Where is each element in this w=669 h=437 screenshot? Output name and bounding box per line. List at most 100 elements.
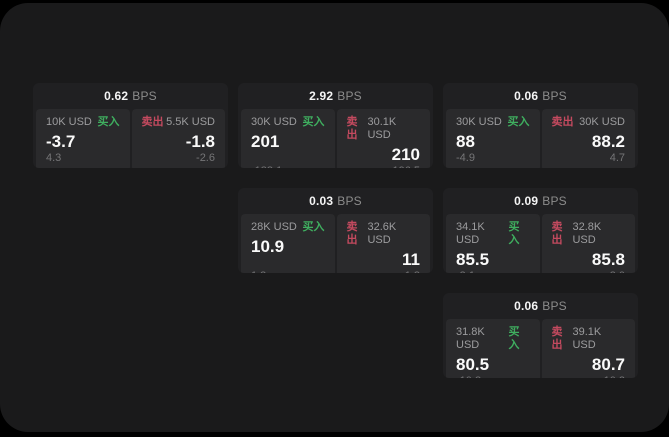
spread-unit: BPS [542, 194, 567, 208]
sell-delta: 10.2 [552, 375, 625, 378]
quote-card-grid: 0.62 BPS 10K USD 买入 -3.7 4.3 卖出 5.5K USD [33, 83, 638, 378]
buy-side-label: 买入 [97, 116, 120, 128]
quote-card: 0.03 BPS 28K USD 买入 10.9 1.3 卖出 32.6K US… [238, 188, 433, 273]
sell-tile[interactable]: 卖出 32.6K USD 11 -1.8 [336, 214, 430, 273]
spread-header: 2.92 BPS [238, 83, 433, 109]
buy-size-label: 28K USD [251, 221, 297, 233]
buy-size-label: 34.1K USD [456, 221, 485, 246]
buy-price: 80.5 [456, 355, 490, 374]
sell-size-label: 30.1K USD [367, 116, 397, 141]
buy-delta: -3.1 [456, 270, 530, 273]
spread-value: 0.06 [514, 299, 539, 313]
spread-value: 0.62 [104, 89, 129, 103]
spread-header: 0.03 BPS [238, 188, 433, 214]
sell-tile-top: 卖出 39.1K USD [552, 326, 626, 352]
buy-tile[interactable]: 30K USD 买入 201 -188.1 [241, 109, 335, 168]
buy-tile-top: 10K USD 买入 [46, 116, 120, 129]
buy-tile-top: 31.8K USD 买入 [456, 326, 530, 352]
sell-delta: -2.6 [196, 152, 215, 164]
sell-side-label: 卖出 [551, 221, 563, 246]
spread-header: 0.62 BPS [33, 83, 228, 109]
sell-tile[interactable]: 卖出 30.1K USD 210 196.5 [336, 109, 430, 168]
sell-tile-top: 卖出 30K USD [552, 116, 626, 129]
buy-size-label: 30K USD [251, 116, 297, 128]
buy-delta: 1.3 [251, 270, 325, 273]
buy-tile-top: 28K USD 买入 [251, 221, 325, 234]
quote-card: 0.06 BPS 30K USD 买入 88 -4.9 卖出 30K USD [443, 83, 638, 168]
sell-delta: -1.8 [347, 270, 420, 273]
quote-body: 30K USD 买入 88 -4.9 卖出 30K USD 88.2 4.7 [443, 109, 638, 168]
sell-size-label: 32.6K USD [367, 221, 397, 246]
spread-header: 0.06 BPS [443, 293, 638, 319]
buy-delta: 4.3 [46, 152, 62, 164]
sell-tile[interactable]: 卖出 39.1K USD 80.7 10.2 [541, 319, 635, 378]
sell-tile[interactable]: 卖出 30K USD 88.2 4.7 [541, 109, 635, 168]
sell-tile-top: 卖出 32.8K USD [552, 221, 626, 247]
sell-size-label: 39.1K USD [572, 326, 602, 351]
buy-tile-top: 30K USD 买入 [456, 116, 530, 129]
buy-delta: -4.9 [456, 152, 475, 164]
sell-delta: 3.0 [552, 270, 625, 273]
buy-size-label: 30K USD [456, 116, 502, 128]
quote-card: 0.09 BPS 34.1K USD 买入 85.5 -3.1 卖出 32.8K… [443, 188, 638, 273]
quote-card: 0.06 BPS 31.8K USD 买入 80.5 -10.8 卖出 39.1… [443, 293, 638, 378]
buy-tile-top: 30K USD 买入 [251, 116, 325, 129]
buy-tile[interactable]: 31.8K USD 买入 80.5 -10.8 [446, 319, 540, 378]
spread-header: 0.09 BPS [443, 188, 638, 214]
buy-price: -3.7 [46, 132, 76, 151]
spread-header: 0.06 BPS [443, 83, 638, 109]
spread-unit: BPS [542, 89, 567, 103]
buy-size-label: 10K USD [46, 116, 92, 128]
sell-price: -1.8 [185, 132, 215, 151]
sell-tile-top: 卖出 32.6K USD [347, 221, 421, 247]
buy-side-label: 买入 [302, 116, 325, 128]
sell-delta: 196.5 [347, 165, 420, 168]
quote-body: 30K USD 买入 201 -188.1 卖出 30.1K USD 210 1… [238, 109, 433, 168]
buy-tile-top: 34.1K USD 买入 [456, 221, 530, 247]
sell-price: 88.2 [591, 132, 625, 151]
sell-side-label: 卖出 [346, 221, 358, 246]
buy-price: 88 [456, 132, 475, 151]
buy-tile[interactable]: 10K USD 买入 -3.7 4.3 [36, 109, 130, 168]
buy-tile[interactable]: 34.1K USD 买入 85.5 -3.1 [446, 214, 540, 273]
sell-price: 80.7 [591, 355, 625, 374]
spread-value: 0.06 [514, 89, 539, 103]
sell-delta: 4.7 [609, 152, 625, 164]
buy-delta: -188.1 [251, 165, 325, 168]
spread-value: 0.09 [514, 194, 539, 208]
quote-body: 31.8K USD 买入 80.5 -10.8 卖出 39.1K USD 80.… [443, 319, 638, 378]
sell-price: 11 [402, 250, 420, 269]
buy-price: 10.9 [251, 237, 285, 256]
sell-tile[interactable]: 卖出 32.8K USD 85.8 3.0 [541, 214, 635, 273]
quote-card: 2.92 BPS 30K USD 买入 201 -188.1 卖出 30.1K … [238, 83, 433, 168]
sell-side-label: 卖出 [141, 116, 164, 128]
buy-price: 85.5 [456, 250, 490, 269]
quote-body: 34.1K USD 买入 85.5 -3.1 卖出 32.8K USD 85.8… [443, 214, 638, 273]
buy-tile[interactable]: 30K USD 买入 88 -4.9 [446, 109, 540, 168]
sell-side-label: 卖出 [346, 116, 358, 141]
buy-side-label: 买入 [508, 326, 520, 351]
spread-value: 0.03 [309, 194, 334, 208]
trading-panel: 0.62 BPS 10K USD 买入 -3.7 4.3 卖出 5.5K USD [0, 3, 669, 432]
buy-side-label: 买入 [507, 116, 530, 128]
buy-delta: -10.8 [456, 375, 530, 378]
sell-size-label: 30K USD [579, 116, 625, 128]
sell-tile-top: 卖出 5.5K USD [142, 116, 216, 129]
spread-unit: BPS [337, 89, 362, 103]
sell-side-label: 卖出 [551, 326, 563, 351]
sell-price: 210 [391, 145, 420, 164]
sell-tile-top: 卖出 30.1K USD [347, 116, 421, 142]
spread-unit: BPS [542, 299, 567, 313]
quote-body: 10K USD 买入 -3.7 4.3 卖出 5.5K USD -1.8 -2.… [33, 109, 228, 168]
spread-unit: BPS [132, 89, 157, 103]
sell-price: 85.8 [591, 250, 625, 269]
quote-body: 28K USD 买入 10.9 1.3 卖出 32.6K USD 11 -1.8 [238, 214, 433, 273]
quote-card: 0.62 BPS 10K USD 买入 -3.7 4.3 卖出 5.5K USD [33, 83, 228, 168]
buy-side-label: 买入 [508, 221, 520, 246]
buy-size-label: 31.8K USD [456, 326, 485, 351]
sell-tile[interactable]: 卖出 5.5K USD -1.8 -2.6 [131, 109, 225, 168]
buy-price: 201 [251, 132, 280, 151]
spread-value: 2.92 [309, 89, 334, 103]
spread-unit: BPS [337, 194, 362, 208]
buy-tile[interactable]: 28K USD 买入 10.9 1.3 [241, 214, 335, 273]
